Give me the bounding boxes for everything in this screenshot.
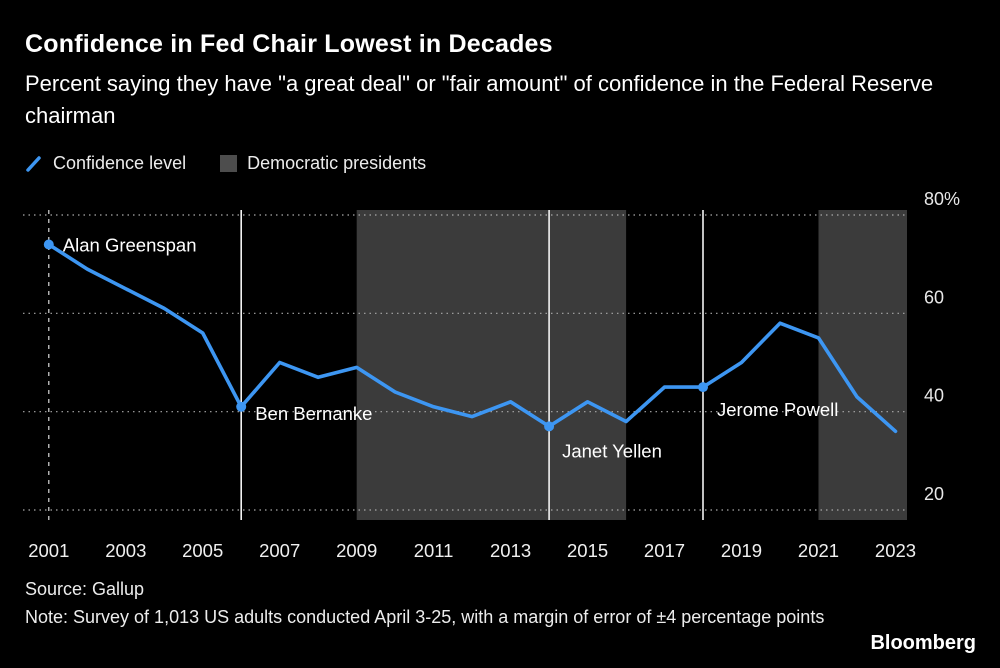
chair-annotation: Ben Bernanke <box>255 403 372 424</box>
legend-label-confidence: Confidence level <box>53 153 187 173</box>
legend-label-democratic: Democratic presidents <box>247 153 427 173</box>
x-axis-label: 2013 <box>490 540 531 561</box>
data-point-marker <box>236 401 247 412</box>
x-axis-label: 2001 <box>28 540 69 561</box>
y-axis-label: 80% <box>924 189 960 209</box>
data-point-marker <box>698 382 708 393</box>
x-axis-label: 2007 <box>259 540 300 561</box>
x-axis-label: 2021 <box>798 540 839 561</box>
data-point-marker <box>43 239 54 250</box>
x-axis-label: 2019 <box>721 540 762 561</box>
x-axis-label: 2005 <box>182 540 223 561</box>
chart-header: Confidence in Fed Chair Lowest in Decade… <box>25 30 975 132</box>
data-point-marker <box>544 421 555 432</box>
legend-item-democratic-presidents: Democratic presidents <box>220 153 426 174</box>
x-axis-label: 2011 <box>414 540 454 561</box>
chair-annotation: Alan Greenspan <box>63 235 197 256</box>
x-axis-label: 2003 <box>105 540 146 561</box>
legend-line-swatch-icon <box>26 155 41 172</box>
note-text: Note: Survey of 1,013 US adults conducte… <box>25 606 825 627</box>
democratic-box-swatch-icon <box>220 155 238 172</box>
x-axis-label: 2015 <box>567 540 608 561</box>
legend: Confidence level Democratic presidents <box>25 153 426 174</box>
bloomberg-logo: Bloomberg <box>870 632 976 654</box>
chair-annotation: Janet Yellen <box>562 440 662 461</box>
x-axis-label: 2023 <box>875 540 916 561</box>
confidence-line <box>46 242 898 434</box>
y-axis-label: 60 <box>924 287 944 307</box>
chart-subtitle: Percent saying they have "a great deal" … <box>25 71 934 128</box>
x-axis-label: 2009 <box>336 540 377 561</box>
y-axis-label: 20 <box>924 484 944 504</box>
democratic-president-region <box>818 210 907 520</box>
footer: Source: Gallup Note: Survey of 1,013 US … <box>25 578 824 630</box>
x-axis-label: 2017 <box>644 540 685 561</box>
y-axis-label: 40 <box>924 386 944 406</box>
legend-item-confidence-level: Confidence level <box>25 153 186 174</box>
democratic-president-region <box>356 210 627 520</box>
chair-annotation: Jerome Powell <box>717 399 838 420</box>
source-text: Source: Gallup <box>25 579 145 599</box>
chart-title: Confidence in Fed Chair Lowest in Decade… <box>25 30 553 58</box>
